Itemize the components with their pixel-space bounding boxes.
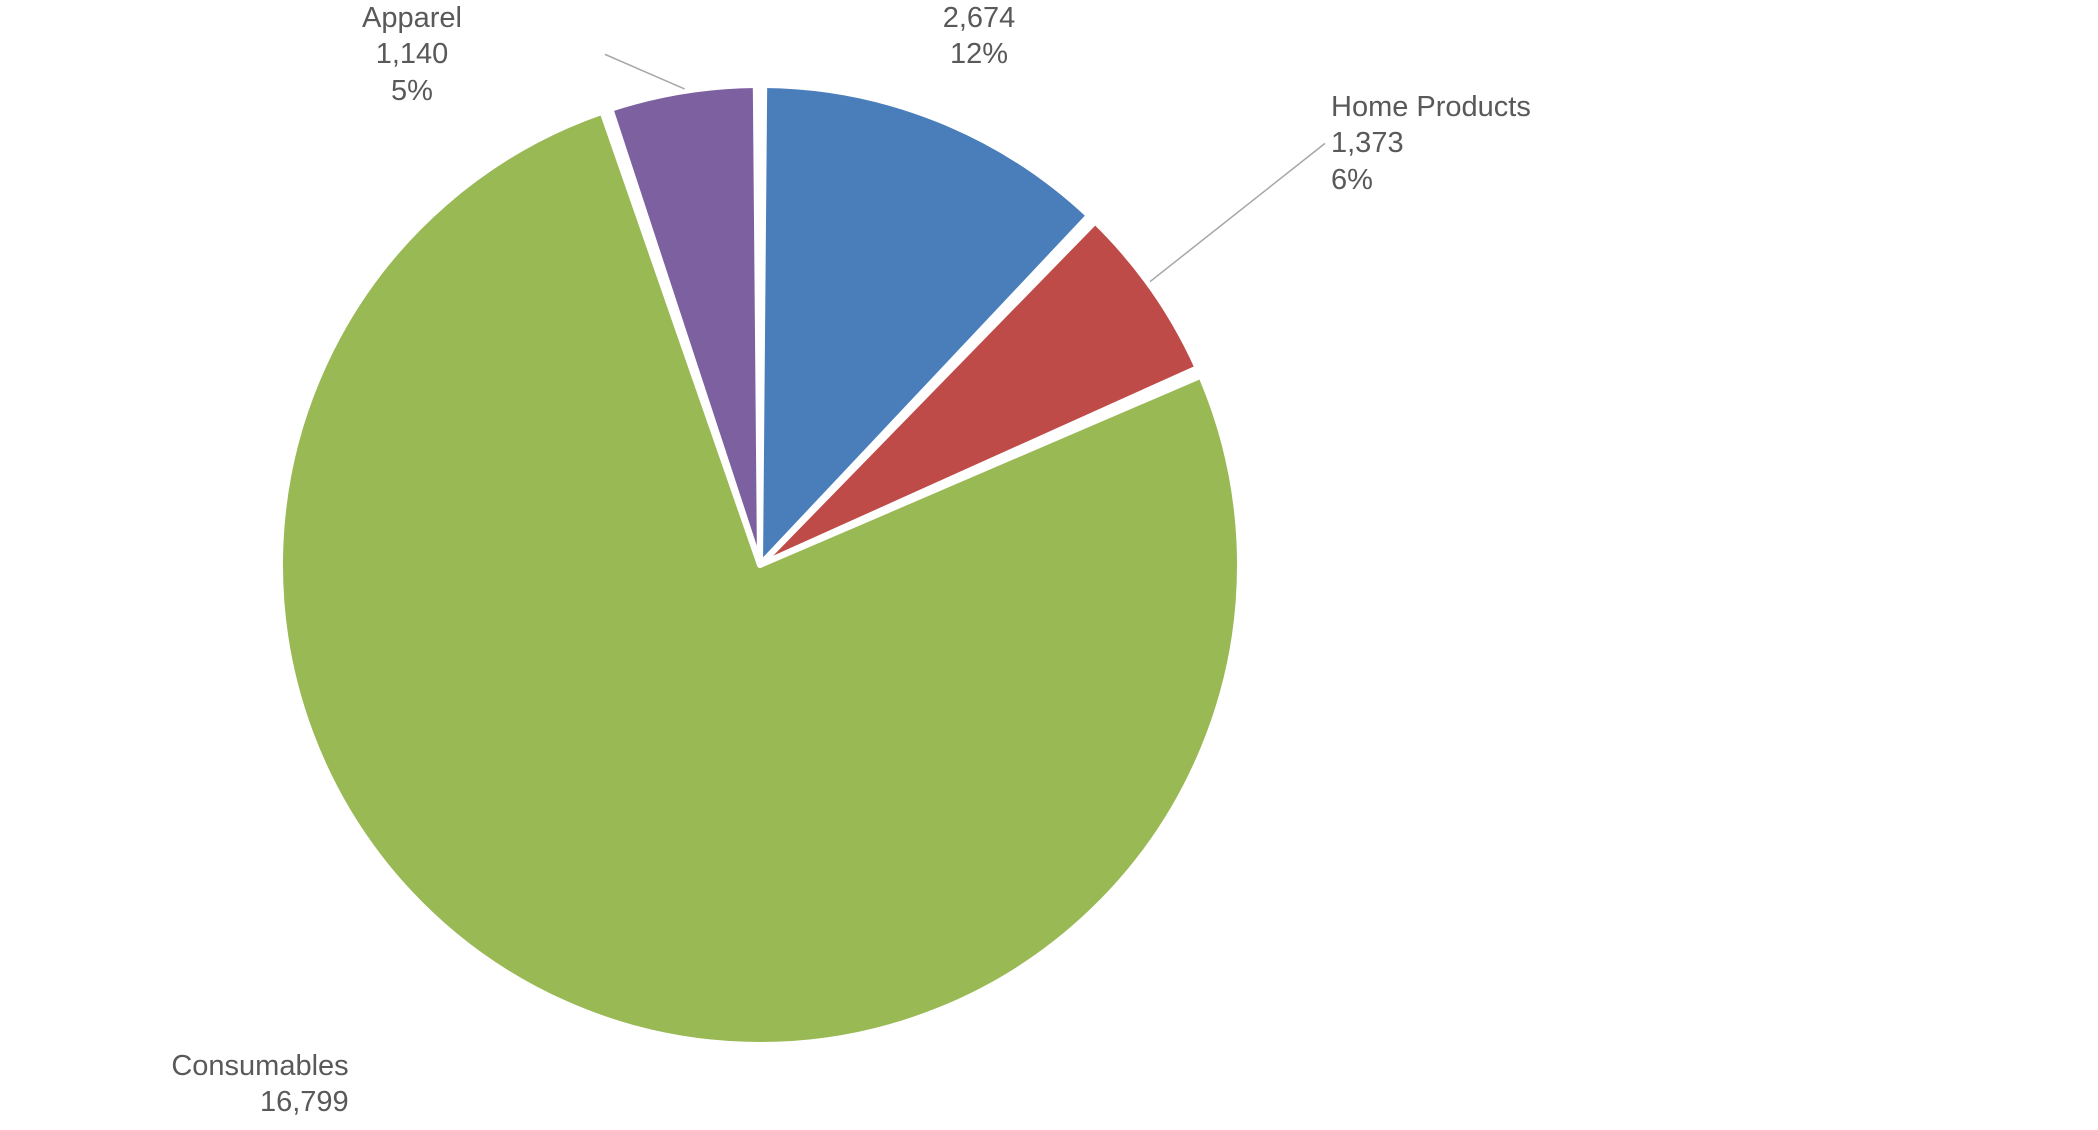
pie-chart-svg: [0, 0, 2098, 1130]
slice-value: 1,140: [362, 36, 462, 72]
slice-percent: 5%: [362, 73, 462, 109]
slice-value: 16,799: [171, 1084, 348, 1120]
slice-name: Apparel: [362, 0, 462, 36]
pie-chart-container: 2,674 12% Home Products 1,373 6% Consuma…: [0, 0, 2098, 1130]
slice-percent: 12%: [943, 36, 1016, 72]
slice-value: 1,373: [1331, 125, 1531, 161]
slice-label-home-products: Home Products 1,373 6%: [1331, 89, 1531, 198]
slice-label-seasonal: 2,674 12%: [943, 0, 1016, 73]
slice-value: 2,674: [943, 0, 1016, 36]
slice-label-apparel: Apparel 1,140 5%: [362, 0, 462, 109]
slice-label-consumables: Consumables 16,799: [171, 1048, 348, 1121]
slice-name: Home Products: [1331, 89, 1531, 125]
slice-percent: 6%: [1331, 162, 1531, 198]
slice-name: Consumables: [171, 1048, 348, 1084]
